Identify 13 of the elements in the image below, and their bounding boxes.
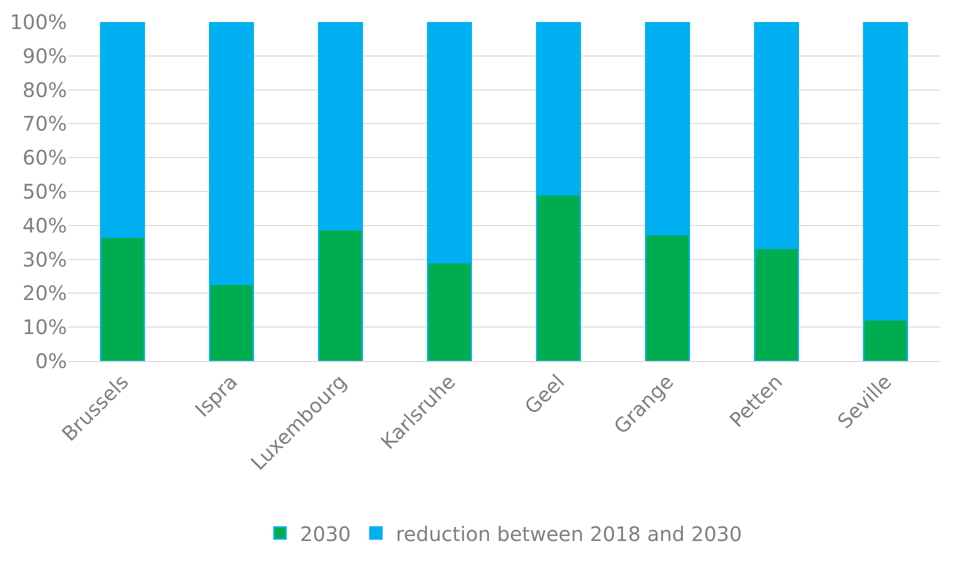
y-tick-label: 90% <box>22 44 67 68</box>
y-tick-label: 100% <box>10 10 67 34</box>
y-tick-label: 70% <box>22 112 67 136</box>
y-tick-label: 20% <box>22 281 67 306</box>
y-tick-label: 30% <box>22 247 67 272</box>
y-tick-label: 80% <box>22 78 67 102</box>
y-tick-label: 0% <box>35 349 67 373</box>
y-tick-label: 40% <box>22 213 67 238</box>
y-tick-label: 50% <box>22 180 67 204</box>
legend-label: reduction between 2018 and 2030 <box>396 522 742 546</box>
legend-label: 2030 <box>300 522 351 546</box>
y-tick-label: 60% <box>22 146 67 170</box>
y-tick-label: 10% <box>22 315 67 340</box>
